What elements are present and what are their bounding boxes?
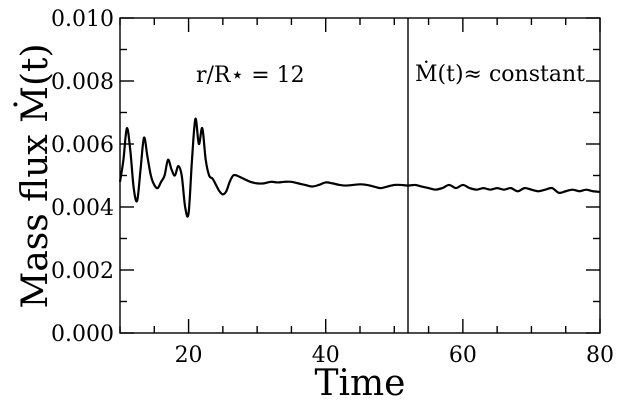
y-tick-label: 0.008 xyxy=(51,70,114,95)
x-tick-label: 20 xyxy=(175,343,203,368)
y-tick-label: 0.000 xyxy=(51,322,114,347)
tick-labels: 20 40 60 80 0.000 0.002 0.004 0.006 0.008 0.010 xyxy=(51,7,614,368)
y-tick-label: 0.002 xyxy=(51,259,114,284)
x-tick-label: 80 xyxy=(586,343,614,368)
series-line xyxy=(118,117,601,218)
y-tick-label: 0.006 xyxy=(51,133,114,158)
y-axis-title: Mass flux Ṁ(t) xyxy=(14,43,56,308)
y-tick-label: 0.010 xyxy=(51,7,114,32)
x-tick-label: 60 xyxy=(449,343,477,368)
x-tick-label: 40 xyxy=(312,343,340,368)
annotation-radius: r/R⋆ = 12 xyxy=(196,63,305,88)
annotation-constant: Ṁ(t)≈ constant xyxy=(415,60,585,87)
y-tick-label: 0.004 xyxy=(51,196,114,221)
x-axis-title: Time xyxy=(315,363,406,404)
tick-marks xyxy=(119,17,601,334)
